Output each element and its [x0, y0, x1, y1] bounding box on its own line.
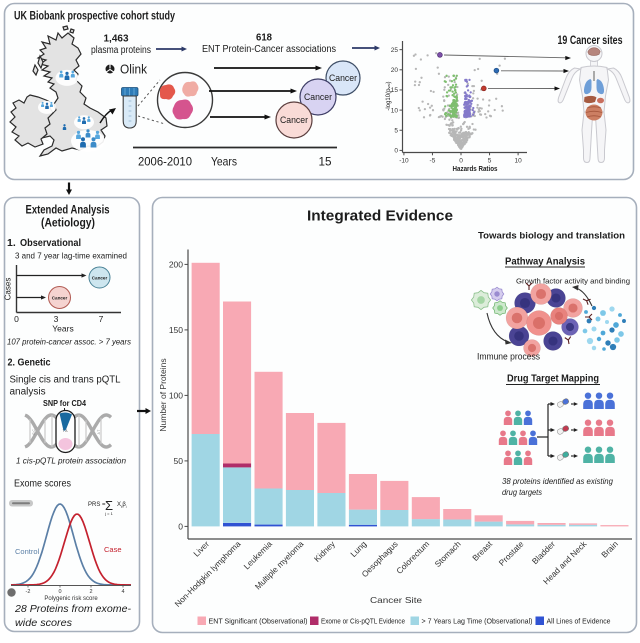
svg-text:A T: A T [97, 430, 101, 435]
svg-text:2: 2 [89, 589, 92, 595]
svg-text:Cancer: Cancer [280, 115, 308, 126]
svg-text:T A: T A [62, 429, 68, 433]
svg-text:3 and 7 year lag-time examined: 3 and 7 year lag-time examined [15, 252, 127, 261]
svg-text:5: 5 [394, 127, 398, 134]
svg-text:-5: -5 [430, 158, 436, 165]
svg-text:1 cis-pQTL protein association: 1 cis-pQTL protein association [16, 456, 126, 466]
svg-text:Cancer: Cancer [92, 276, 108, 281]
svg-text:UK Biobank prospective cohort: UK Biobank prospective cohort study [14, 11, 175, 23]
svg-text:19 Cancer sites: 19 Cancer sites [558, 35, 623, 47]
svg-text:0: 0 [14, 314, 19, 324]
svg-text:Olink: Olink [120, 62, 147, 77]
svg-text:Exome or Cis-pQTL Evidence: Exome or Cis-pQTL Evidence [321, 619, 405, 626]
svg-text:Years: Years [211, 155, 237, 169]
svg-text:-2: -2 [26, 589, 31, 595]
svg-text:Years: Years [52, 324, 73, 334]
svg-text:ENT Significant (Observational: ENT Significant (Observational) [209, 619, 308, 626]
svg-text:Growth factor activity and bin: Growth factor activity and binding [516, 277, 630, 286]
svg-text:15: 15 [319, 155, 332, 169]
svg-text:j = 1: j = 1 [104, 511, 113, 516]
svg-text:ENT Protein-Cancer association: ENT Protein-Cancer associations [202, 44, 336, 55]
svg-text:Cancer: Cancer [52, 296, 68, 301]
svg-text:10: 10 [514, 158, 522, 165]
svg-text:Polygenic risk score: Polygenic risk score [44, 596, 98, 602]
svg-text:Cancer: Cancer [329, 73, 357, 84]
svg-text:3: 3 [54, 314, 59, 324]
svg-text:38 proteins identified as exis: 38 proteins identified as existing [502, 476, 613, 486]
svg-text:analysis: analysis [10, 387, 46, 398]
svg-text:PRS =: PRS = [88, 502, 106, 508]
svg-text:25: 25 [391, 47, 399, 54]
svg-text:G C: G C [32, 428, 36, 434]
svg-text:Towards biology and translatio: Towards biology and translation [478, 231, 625, 241]
svg-text:Case: Case [104, 545, 122, 554]
svg-text:Cases: Cases [4, 278, 13, 301]
svg-text:1.: 1. [7, 237, 16, 249]
svg-text:Drug Target Mapping: Drug Target Mapping [507, 373, 599, 385]
svg-text:-10: -10 [399, 158, 409, 165]
svg-text:Integrated Evidence: Integrated Evidence [307, 209, 453, 225]
svg-text:Control: Control [15, 547, 40, 556]
svg-text:Exome scores: Exome scores [14, 478, 71, 490]
svg-text:All Lines of Evidence: All Lines of Evidence [547, 619, 611, 626]
svg-text:200: 200 [169, 259, 183, 269]
svg-text:Cancer: Cancer [304, 92, 332, 103]
svg-text:2. Genetic: 2. Genetic [8, 357, 51, 369]
svg-text:107 protein-cancer assoc. > 7: 107 protein-cancer assoc. > 7 years [7, 337, 131, 347]
svg-text:0: 0 [394, 148, 398, 155]
svg-text:SNP for CD4: SNP for CD4 [43, 399, 86, 408]
svg-text:Xijβj: Xijβj [117, 502, 127, 509]
svg-text:1,463: 1,463 [104, 33, 129, 45]
svg-text:28 Proteins from exome-: 28 Proteins from exome- [14, 603, 132, 615]
svg-text:Extended Analysis: Extended Analysis [26, 205, 110, 217]
svg-text:Cancer Site: Cancer Site [370, 595, 422, 605]
svg-text:(Aetiology): (Aetiology) [41, 218, 95, 230]
svg-text:wide scores: wide scores [15, 617, 73, 629]
svg-text:Observational: Observational [20, 237, 81, 249]
svg-text:0: 0 [178, 521, 183, 531]
svg-text:0: 0 [58, 589, 61, 595]
svg-text:Pathway Analysis: Pathway Analysis [505, 257, 585, 268]
svg-text:4: 4 [121, 589, 124, 595]
svg-text:> 7 Years Lag Time (Observatio: > 7 Years Lag Time (Observational) [422, 619, 533, 626]
svg-text:2006-2010: 2006-2010 [138, 155, 192, 169]
svg-text:50: 50 [174, 456, 184, 466]
svg-text:Single cis and trans pQTL: Single cis and trans pQTL [10, 375, 121, 386]
svg-text:Immune process: Immune process [477, 352, 541, 362]
svg-text:20: 20 [391, 67, 399, 74]
svg-text:plasma proteins: plasma proteins [91, 45, 151, 56]
svg-text:Number of Proteins: Number of Proteins [158, 358, 168, 431]
svg-text:100: 100 [169, 390, 183, 400]
svg-text:7: 7 [99, 314, 104, 324]
svg-text:drug targets: drug targets [502, 487, 543, 497]
svg-text:618: 618 [256, 32, 272, 44]
svg-text:150: 150 [169, 325, 183, 335]
svg-text:Hazards Ratios: Hazards Ratios [453, 164, 498, 173]
